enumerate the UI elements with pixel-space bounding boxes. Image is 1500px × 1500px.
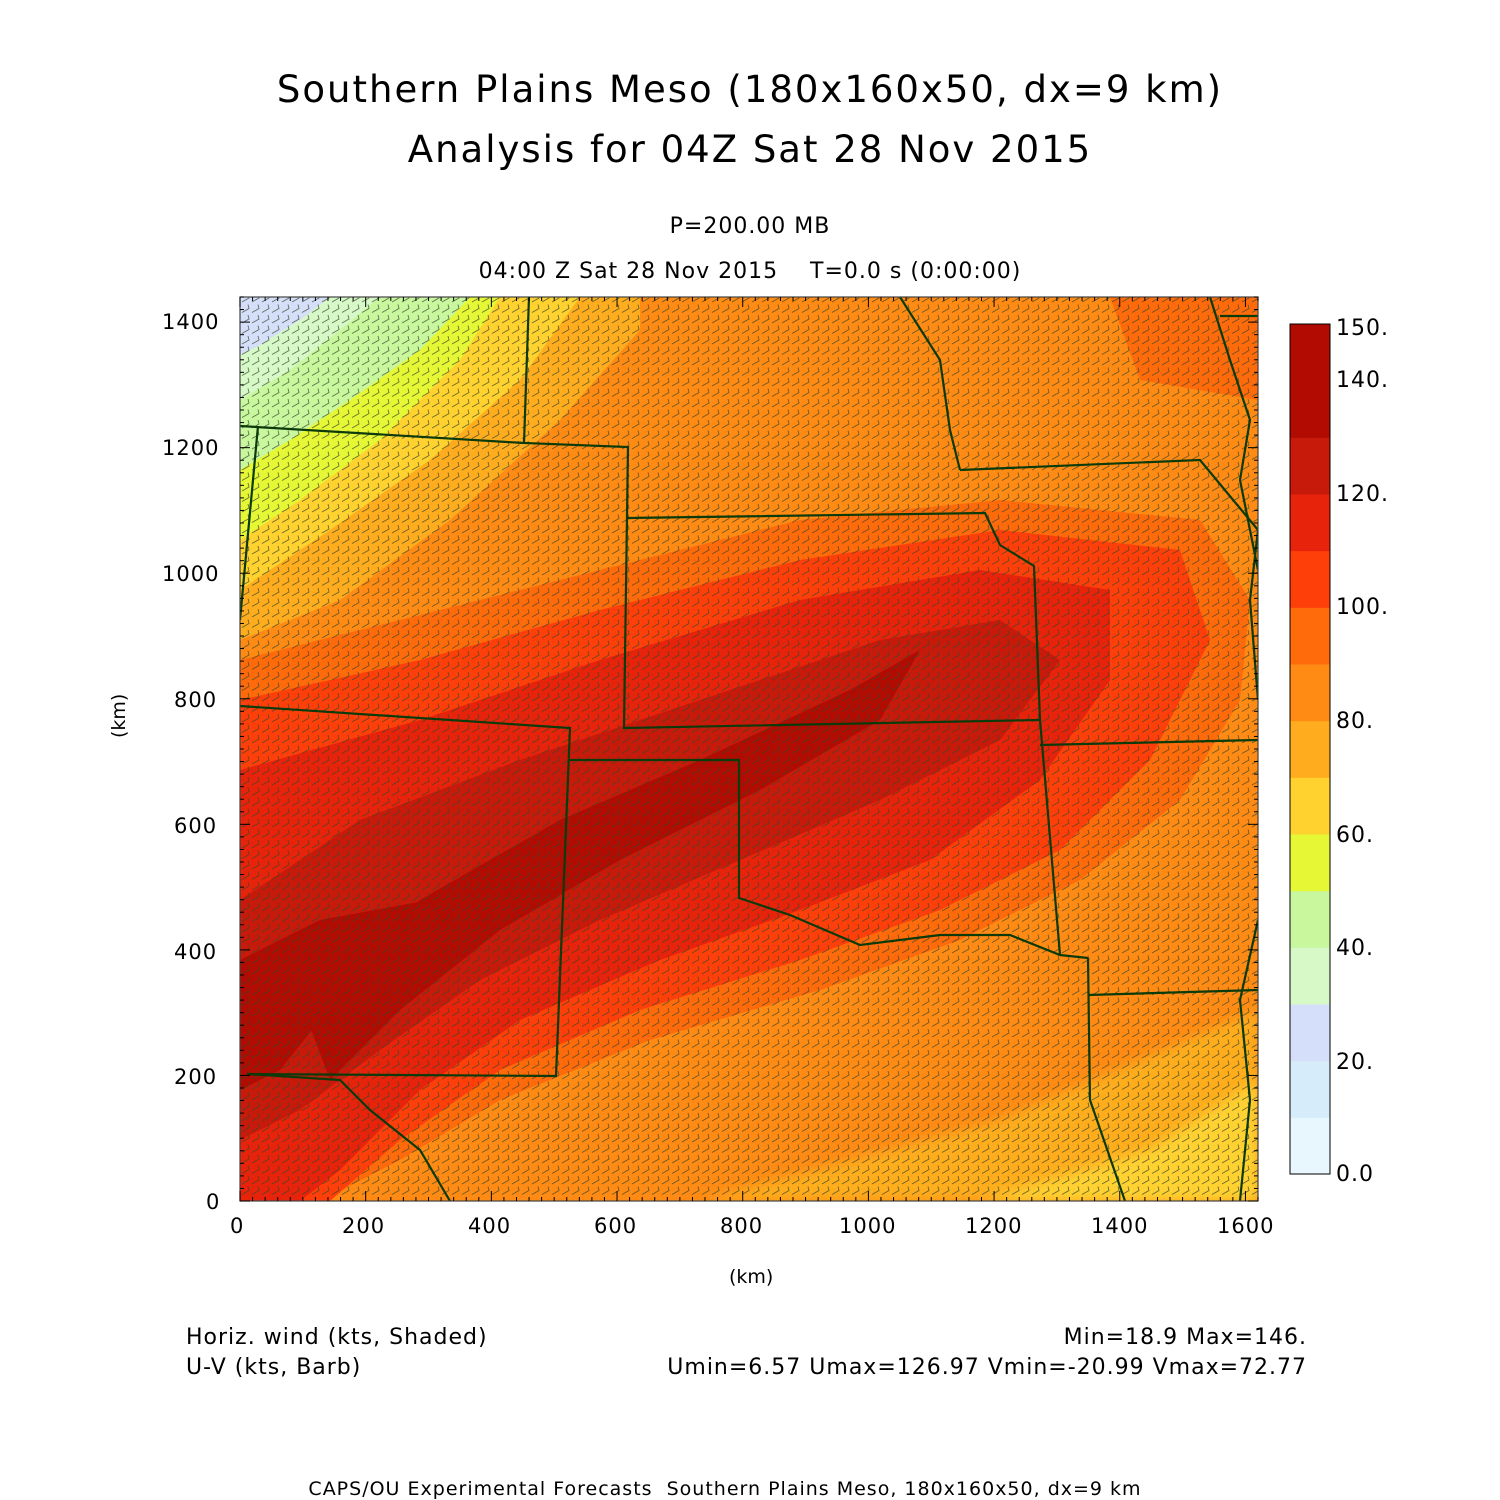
arizona-nm-border bbox=[240, 704, 572, 1078]
colorbar-swatch bbox=[1290, 1060, 1330, 1118]
colorbar-swatch bbox=[1290, 494, 1330, 552]
colorbar-swatch bbox=[1290, 664, 1330, 722]
y-tick-600: 600 bbox=[174, 814, 218, 838]
x-tick-400: 400 bbox=[468, 1214, 512, 1238]
colorbar-swatch bbox=[1290, 777, 1330, 835]
colorbar-label-100: 100. bbox=[1336, 595, 1389, 620]
y-tick-1200: 1200 bbox=[162, 436, 220, 460]
colorbar-frame bbox=[1289, 323, 1331, 1175]
x-tick-1200: 1200 bbox=[965, 1214, 1023, 1238]
colorbar-swatch bbox=[1290, 1117, 1330, 1175]
legend-field-shaded: Horiz. wind (kts, Shaded) bbox=[186, 1325, 488, 1350]
colorado-border bbox=[522, 297, 1041, 730]
x-tick-1600: 1600 bbox=[1217, 1214, 1275, 1238]
colorbar-swatch bbox=[1290, 437, 1330, 495]
wind-barbs bbox=[241, 297, 1258, 1195]
state-borders bbox=[240, 297, 1258, 1201]
mexico-border bbox=[246, 1072, 451, 1201]
x-tick-1000: 1000 bbox=[839, 1214, 897, 1238]
colorbar-label-40: 40. bbox=[1336, 936, 1374, 961]
y-tick-400: 400 bbox=[174, 940, 218, 964]
mississippi-river bbox=[1208, 297, 1258, 571]
x-tick-800: 800 bbox=[720, 1214, 764, 1238]
mo-border bbox=[1039, 738, 1258, 747]
iowa-border bbox=[959, 458, 1258, 701]
x-tick-1400: 1400 bbox=[1091, 1214, 1149, 1238]
colorbar-swatch bbox=[1290, 720, 1330, 778]
colorbar-swatch bbox=[1290, 324, 1330, 382]
x-axis-label: (km) bbox=[729, 1266, 774, 1288]
x-tick-600: 600 bbox=[594, 1214, 638, 1238]
y-tick-1000: 1000 bbox=[162, 562, 220, 586]
colorbar-label-0: 0.0 bbox=[1336, 1162, 1374, 1187]
colorbar-swatch bbox=[1290, 834, 1330, 892]
legend-minmax: Min=18.9 Max=146. bbox=[1063, 1325, 1307, 1350]
kansas-border bbox=[627, 511, 1062, 956]
nebraska-border bbox=[899, 297, 962, 471]
colorbar-swatch bbox=[1290, 607, 1330, 665]
ark-mo-border bbox=[1087, 988, 1258, 997]
colorbar-label-120: 120. bbox=[1336, 482, 1389, 507]
colorbar-swatch bbox=[1290, 890, 1330, 948]
colorbar-label-20: 20. bbox=[1336, 1050, 1374, 1075]
legend-uv-stats: Umin=6.57 Umax=126.97 Vmin=-20.99 Vmax=7… bbox=[667, 1355, 1307, 1380]
valid-time: 04:00 Z Sat 28 Nov 2015 T=0.0 s (0:00:00… bbox=[478, 259, 1022, 284]
footer-credit: CAPS/OU Experimental Forecasts Southern … bbox=[308, 1478, 1142, 1500]
utah-west-border bbox=[240, 425, 260, 621]
title-line-2: Analysis for 04Z Sat 28 Nov 2015 bbox=[407, 128, 1093, 171]
colorbar-label-140: 140. bbox=[1336, 368, 1389, 393]
y-tick-0: 0 bbox=[206, 1190, 221, 1214]
legend-field-barb: U-V (kts, Barb) bbox=[186, 1355, 362, 1380]
y-tick-1400: 1400 bbox=[162, 310, 220, 334]
utah-wyoming-border bbox=[240, 424, 525, 445]
y-tick-800: 800 bbox=[174, 688, 218, 712]
x-tick-200: 200 bbox=[342, 1214, 386, 1238]
x-tick-0: 0 bbox=[230, 1214, 245, 1238]
title-line-1: Southern Plains Meso (180x160x50, dx=9 k… bbox=[276, 68, 1224, 111]
pressure-level: P=200.00 MB bbox=[669, 214, 831, 239]
colorbar bbox=[1289, 323, 1331, 1175]
colorbar-swatch bbox=[1290, 550, 1330, 608]
y-tick-200: 200 bbox=[174, 1065, 218, 1089]
colorbar-label-80: 80. bbox=[1336, 709, 1374, 734]
colorbar-label-150: 150. bbox=[1336, 316, 1389, 341]
colorbar-swatch bbox=[1290, 1004, 1330, 1062]
y-axis-label: (km) bbox=[108, 693, 130, 738]
wind-barb-glyphs bbox=[241, 297, 1258, 1195]
texas-panhandle-border bbox=[570, 758, 1089, 960]
axis-ticks bbox=[239, 296, 1259, 1202]
ok-ark-border bbox=[1086, 957, 1127, 1201]
colorbar-swatch bbox=[1290, 380, 1330, 438]
colorbar-swatch bbox=[1290, 947, 1330, 1005]
east-river bbox=[1238, 919, 1258, 1201]
colorbar-label-60: 60. bbox=[1336, 823, 1374, 848]
